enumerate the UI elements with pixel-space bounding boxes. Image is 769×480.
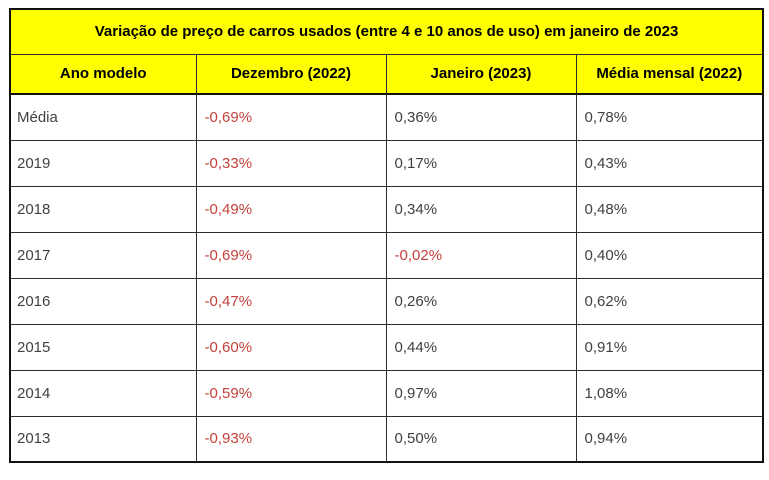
row-label: 2017 — [9, 231, 197, 279]
value-cell: 0,36% — [385, 93, 577, 141]
value-cell: 0,97% — [385, 369, 577, 417]
row-label: 2014 — [9, 369, 197, 417]
value-cell: -0,33% — [195, 139, 387, 187]
column-header-ano-modelo: Ano modelo — [9, 53, 197, 95]
table-row: 2014 -0,59% 0,97% 1,08% — [9, 369, 764, 417]
column-header-janeiro-2023: Janeiro (2023) — [385, 53, 577, 95]
value-cell: -0,02% — [385, 231, 577, 279]
table-title: Variação de preço de carros usados (entr… — [9, 8, 764, 55]
value-cell: -0,93% — [195, 415, 387, 463]
table-row: 2018 -0,49% 0,34% 0,48% — [9, 185, 764, 233]
used-car-price-table: Variação de preço de carros usados (entr… — [9, 8, 765, 463]
value-cell: 0,48% — [575, 185, 764, 233]
value-cell: 0,62% — [575, 277, 764, 325]
column-header-media-mensal-2022: Média mensal (2022) — [575, 53, 764, 95]
value-cell: 0,91% — [575, 323, 764, 371]
value-cell: 0,34% — [385, 185, 577, 233]
value-cell: -0,59% — [195, 369, 387, 417]
row-label: 2019 — [9, 139, 197, 187]
used-car-price-table-container: Variação de preço de carros usados (entr… — [9, 8, 765, 463]
row-label: 2015 — [9, 323, 197, 371]
table-row: 2013 -0,93% 0,50% 0,94% — [9, 415, 764, 463]
row-label: 2013 — [9, 415, 197, 463]
value-cell: 0,78% — [575, 93, 764, 141]
table-row: 2016 -0,47% 0,26% 0,62% — [9, 277, 764, 325]
value-cell: -0,69% — [195, 93, 387, 141]
value-cell: -0,47% — [195, 277, 387, 325]
value-cell: 0,44% — [385, 323, 577, 371]
title-row: Variação de preço de carros usados (entr… — [9, 8, 764, 55]
column-header-row: Ano modelo Dezembro (2022) Janeiro (2023) M… — [9, 53, 764, 95]
row-label: 2018 — [9, 185, 197, 233]
value-cell: 0,43% — [575, 139, 764, 187]
value-cell: 0,17% — [385, 139, 577, 187]
value-cell: 0,94% — [575, 415, 764, 463]
value-cell: -0,60% — [195, 323, 387, 371]
value-cell: -0,69% — [195, 231, 387, 279]
row-label: Média — [9, 93, 197, 141]
row-label: 2016 — [9, 277, 197, 325]
table-row: 2017 -0,69% -0,02% 0,40% — [9, 231, 764, 279]
table-row: 2015 -0,60% 0,44% 0,91% — [9, 323, 764, 371]
value-cell: 1,08% — [575, 369, 764, 417]
value-cell: 0,50% — [385, 415, 577, 463]
column-header-dezembro-2022: Dezembro (2022) — [195, 53, 387, 95]
table-row: Média -0,69% 0,36% 0,78% — [9, 93, 764, 141]
value-cell: 0,26% — [385, 277, 577, 325]
value-cell: -0,49% — [195, 185, 387, 233]
value-cell: 0,40% — [575, 231, 764, 279]
table-row: 2019 -0,33% 0,17% 0,43% — [9, 139, 764, 187]
